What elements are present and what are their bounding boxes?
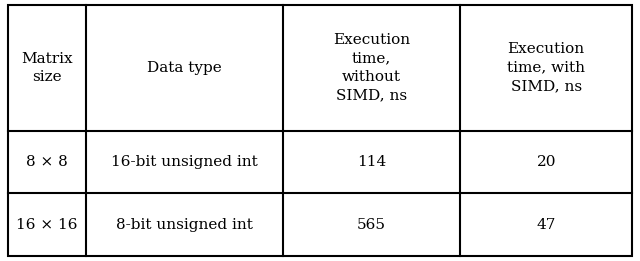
Text: 114: 114 xyxy=(357,155,386,169)
Text: 20: 20 xyxy=(536,155,556,169)
Text: Matrix
size: Matrix size xyxy=(21,52,73,84)
Text: Execution
time,
without
SIMD, ns: Execution time, without SIMD, ns xyxy=(333,33,410,102)
Text: 8-bit unsigned int: 8-bit unsigned int xyxy=(116,218,253,232)
Text: 47: 47 xyxy=(536,218,556,232)
Text: Execution
time, with
SIMD, ns: Execution time, with SIMD, ns xyxy=(508,42,585,93)
Text: 16-bit unsigned int: 16-bit unsigned int xyxy=(111,155,258,169)
Text: 565: 565 xyxy=(357,218,386,232)
Text: 16 × 16: 16 × 16 xyxy=(16,218,77,232)
Text: 8 × 8: 8 × 8 xyxy=(26,155,68,169)
Text: Data type: Data type xyxy=(147,61,221,75)
